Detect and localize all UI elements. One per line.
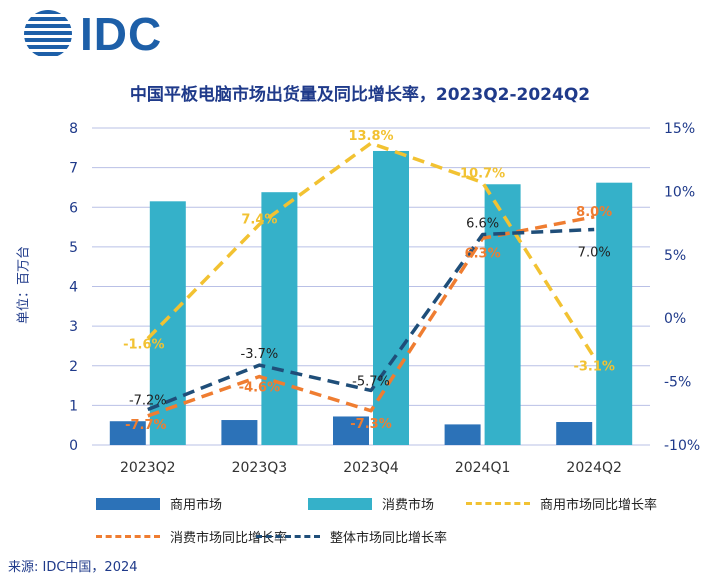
bar-commercial [333,416,369,445]
data-label-commercial-yoy: 13.8% [348,129,393,144]
y-tick-left: 5 [69,240,78,256]
data-label-total-yoy: 6.6% [466,217,499,232]
data-label-total-yoy: -3.7% [241,347,279,362]
data-label-consumer-yoy: -7.7% [125,418,166,433]
source-note: 来源: IDC中国，2024 [8,560,138,575]
line-commercial-yoy [146,141,596,359]
chart-title: 中国平板电脑市场出货量及同比增长率，2023Q2-2024Q2 [129,85,591,105]
y-tick-left: 0 [69,438,78,454]
y-tick-left: 1 [69,398,78,414]
logo-text: IDC [80,8,163,60]
bar-consumer [484,184,521,445]
x-tick-label: 2023Q4 [343,460,399,476]
y-tick-left: 4 [69,280,78,296]
data-label-commercial-yoy: 10.7% [460,167,505,182]
bar-consumer [149,201,186,445]
data-label-commercial-yoy: 7.4% [241,212,277,227]
bar-commercial [221,420,258,445]
bar-commercial [556,422,593,445]
idc-logo: IDC [22,8,162,60]
y-tick-right: -5% [664,375,691,391]
y-tick-left: 7 [69,161,78,177]
x-tick-label: 2024Q2 [566,460,622,476]
y-tick-right: 10% [664,184,695,200]
data-label-consumer-yoy: -7.3% [350,417,391,432]
bar-commercial [444,424,481,445]
bar-consumer [261,192,298,445]
data-label-total-yoy: 7.0% [578,245,611,260]
y-tick-right: 15% [664,121,695,137]
y-tick-left: 6 [69,200,78,216]
data-label-total-yoy: -5.7% [352,374,390,389]
x-tick-label: 2023Q3 [232,460,288,476]
data-label-consumer-yoy: 8.0% [576,205,612,220]
y-tick-right: 0% [664,311,686,327]
data-label-total-yoy: -7.2% [129,393,167,408]
y-tick-right: -10% [664,438,700,454]
y-tick-left: 2 [69,359,78,375]
bar-consumer [596,182,633,445]
globe-icon [24,10,72,56]
y-tick-left: 8 [69,121,78,137]
x-tick-label: 2023Q2 [120,460,176,476]
line-total-yoy [147,227,595,412]
data-label-commercial-yoy: -3.1% [573,360,614,375]
bar-commercial [109,421,146,445]
y-tick-right: 5% [664,248,686,264]
data-label-consumer-yoy: 6.3% [465,246,501,261]
x-tick-label: 2024Q1 [455,460,511,476]
data-label-consumer-yoy: -4.6% [239,381,280,396]
y-tick-left: 3 [69,319,78,335]
data-label-commercial-yoy: -1.6% [123,337,164,352]
